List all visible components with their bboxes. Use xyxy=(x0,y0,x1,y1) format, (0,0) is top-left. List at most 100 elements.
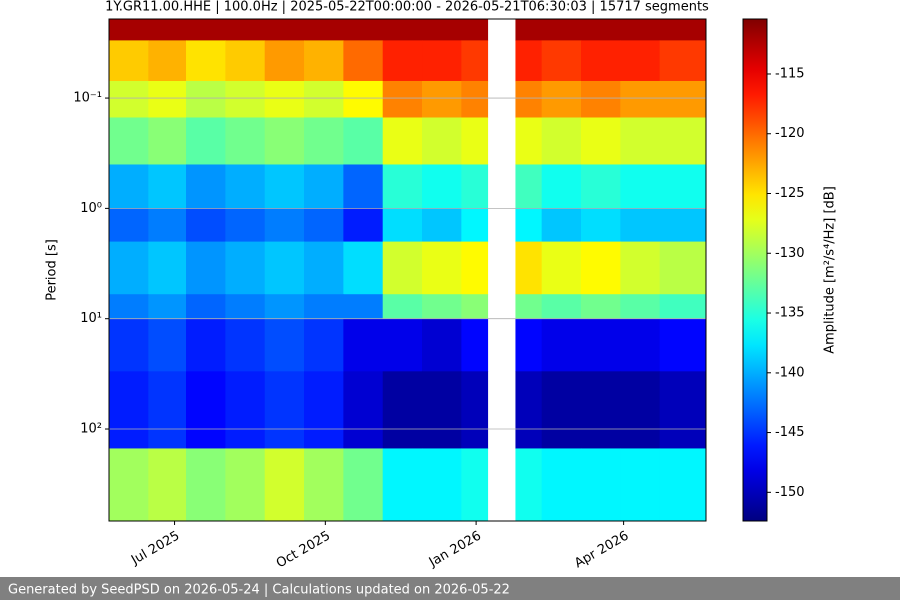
heatmap-cell xyxy=(186,318,226,372)
heatmap-cell xyxy=(461,241,489,295)
heatmap-cell xyxy=(343,80,384,118)
heatmap-cell xyxy=(382,371,423,449)
heatmap-cell xyxy=(148,241,187,295)
heatmap-cell xyxy=(515,371,543,449)
heatmap-cell xyxy=(461,19,489,41)
heatmap-cell xyxy=(461,448,489,522)
heatmap-cell xyxy=(620,208,661,243)
heatmap-cell xyxy=(109,164,149,209)
heatmap-cell xyxy=(148,294,187,320)
heatmap-cell xyxy=(109,318,149,372)
heatmap-cell xyxy=(461,294,489,320)
colorbar-label: Amplitude [m²/s⁴/Hz] [dB] xyxy=(823,186,838,354)
heatmap-cell xyxy=(541,164,582,209)
heatmap-cell xyxy=(581,208,621,243)
heatmap-cell xyxy=(343,19,384,41)
heatmap-cell xyxy=(148,40,187,82)
heatmap-cell xyxy=(581,294,621,320)
heatmap-cell xyxy=(515,19,543,41)
colorbar-tick-label: -135 xyxy=(775,306,805,321)
heatmap-cell xyxy=(186,208,226,243)
heatmap-cell xyxy=(264,318,305,372)
heatmap-cell xyxy=(659,80,707,118)
heatmap-cell xyxy=(461,371,489,449)
heatmap-cell xyxy=(109,208,149,243)
heatmap-cell xyxy=(422,164,462,209)
heatmap-cell xyxy=(148,80,187,118)
heatmap-cell xyxy=(343,318,384,372)
heatmap-cell xyxy=(581,448,621,522)
heatmap-cell xyxy=(186,241,226,295)
heatmap-cell xyxy=(620,164,661,209)
y-tick-label: 10² xyxy=(80,422,102,437)
heatmap-cell xyxy=(186,19,226,41)
colorbar-tick-label: -145 xyxy=(775,425,805,440)
heatmap-cell xyxy=(620,318,661,372)
heatmap-cell xyxy=(148,117,187,165)
heatmap-cell xyxy=(109,294,149,320)
heatmap-cell xyxy=(541,80,582,118)
x-tick-label: Jan 2026 xyxy=(426,529,484,571)
heatmap-cell xyxy=(148,208,187,243)
heatmap-cell xyxy=(620,448,661,522)
heatmap-cell xyxy=(225,208,266,243)
heatmap-cell xyxy=(382,80,423,118)
colorbar-tick-label: -150 xyxy=(775,485,805,500)
heatmap-cell xyxy=(186,294,226,320)
heatmap-cell xyxy=(620,371,661,449)
heatmap-cell xyxy=(343,164,384,209)
heatmap-cell xyxy=(148,318,187,372)
heatmap-cell xyxy=(461,117,489,165)
heatmap-cell xyxy=(304,40,344,82)
heatmap-cell xyxy=(422,294,462,320)
heatmap-cell xyxy=(515,208,543,243)
heatmap-cell xyxy=(659,40,707,82)
heatmap-cell xyxy=(148,164,187,209)
heatmap-cell xyxy=(264,208,305,243)
heatmap-cell xyxy=(382,241,423,295)
heatmap-cell xyxy=(620,80,661,118)
heatmap-cell xyxy=(343,40,384,82)
colorbar-tick-label: -115 xyxy=(775,66,805,81)
heatmap-cell xyxy=(422,371,462,449)
heatmap-cell xyxy=(422,241,462,295)
heatmap-cell xyxy=(515,318,543,372)
heatmap-cell xyxy=(343,208,384,243)
heatmap-cell xyxy=(109,241,149,295)
heatmap-cell xyxy=(659,448,707,522)
heatmap-cell xyxy=(541,371,582,449)
footer: Generated by SeedPSD on 2026-05-24 | Cal… xyxy=(8,583,510,598)
heatmap-cell xyxy=(541,318,582,372)
heatmap-cell xyxy=(422,208,462,243)
heatmap-cell xyxy=(382,318,423,372)
y-tick-label: 10⁻¹ xyxy=(73,91,102,106)
heatmap-cell xyxy=(304,164,344,209)
heatmap-cell xyxy=(541,117,582,165)
heatmap-cell xyxy=(225,448,266,522)
heatmap-cell xyxy=(461,208,489,243)
heatmap-cell xyxy=(515,80,543,118)
heatmap-cell xyxy=(581,80,621,118)
heatmap-cell xyxy=(109,19,149,41)
heatmap-cell xyxy=(186,40,226,82)
heatmap-cell xyxy=(515,294,543,320)
chart-title: 1Y.GR11.00.HHE | 100.0Hz | 2025-05-22T00… xyxy=(105,0,709,15)
plot-frame xyxy=(108,18,707,522)
colorbar-tick-label: -130 xyxy=(775,246,805,261)
heatmap-cell xyxy=(304,80,344,118)
heatmap-cell xyxy=(304,241,344,295)
heatmap-cell xyxy=(304,19,344,41)
heatmap-cell xyxy=(382,40,423,82)
heatmap-cell xyxy=(148,371,187,449)
heatmap-cell xyxy=(382,19,423,41)
heatmap-cell xyxy=(148,19,187,41)
heatmap-cell xyxy=(515,448,543,522)
heatmap-cell xyxy=(461,318,489,372)
heatmap-cell xyxy=(581,164,621,209)
heatmap-cell xyxy=(659,117,707,165)
heatmap-cell xyxy=(581,318,621,372)
heatmap-cell xyxy=(225,19,266,41)
heatmap-cell xyxy=(620,117,661,165)
